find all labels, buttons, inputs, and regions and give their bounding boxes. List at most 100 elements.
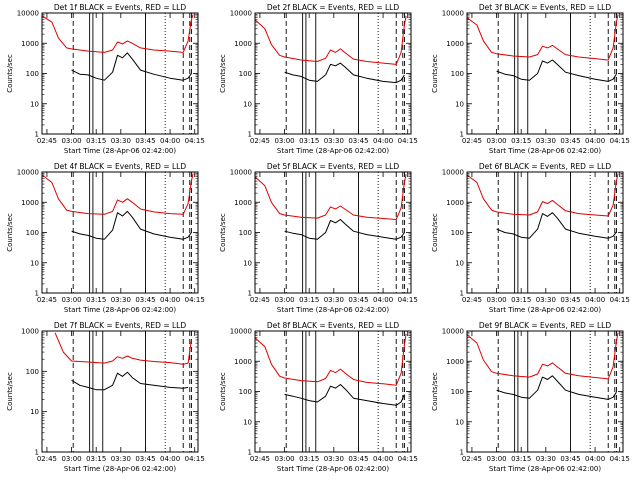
x-tick-label: 04:15: [185, 137, 205, 145]
y-axis-label: Counts/sec: [219, 372, 227, 411]
y-tick-label: 10: [243, 259, 252, 267]
x-tick-label: 04:00: [373, 137, 393, 145]
x-tick-label: 02:45: [250, 296, 270, 304]
y-tick-label: 10: [30, 259, 39, 267]
x-tick-label: 04:00: [160, 455, 180, 463]
y-axis-label: Counts/sec: [219, 54, 227, 93]
chart-title: Det 8f BLACK = Events, RED = LLD: [267, 321, 400, 330]
x-tick-label: 03:45: [135, 137, 155, 145]
chart-title: Det 2f BLACK = Events, RED = LLD: [267, 3, 400, 12]
chart-panel-6: Det 6f BLACK = Events, RED = LLD Counts/s…: [431, 162, 630, 314]
y-tick-label: 1: [460, 131, 464, 139]
series-lld-line: [54, 332, 192, 365]
x-axis-label: Start Time (28-Apr-06 02:42:00): [277, 465, 389, 473]
x-tick-label: 02:45: [250, 137, 270, 145]
plot-frame: [254, 330, 412, 453]
series-lld-line: [254, 174, 407, 220]
x-tick-label: 03:30: [111, 137, 131, 145]
x-tick-label: 04:15: [185, 455, 205, 463]
x-tick-label: 03:15: [86, 137, 106, 145]
plot-frame: [254, 171, 412, 294]
plot-frame: [466, 330, 624, 453]
y-tick-label: 1000: [21, 328, 39, 336]
y-tick-label: 10000: [442, 328, 464, 336]
x-tick-label: 03:30: [111, 455, 131, 463]
y-tick-label: 1: [248, 449, 252, 457]
chart-panel-9: Det 9f BLACK = Events, RED = LLD Counts/s…: [431, 321, 630, 473]
x-tick-label: 03:30: [324, 296, 344, 304]
x-tick-label: 04:00: [585, 455, 605, 463]
y-tick-label: 1: [460, 290, 464, 298]
x-tick-label: 02:45: [37, 455, 57, 463]
x-tick-label: 04:00: [373, 296, 393, 304]
series-events-line: [496, 59, 617, 82]
y-axis-label: Counts/sec: [6, 54, 14, 93]
y-axis-label: Counts/sec: [431, 372, 439, 411]
x-tick-label: 03:45: [348, 137, 368, 145]
y-tick-label: 1000: [446, 358, 464, 366]
y-tick-label: 1000: [234, 358, 252, 366]
x-tick-label: 03:15: [299, 296, 319, 304]
y-tick-label: 1000: [446, 40, 464, 48]
chart-title: Det 6f BLACK = Events, RED = LLD: [479, 162, 612, 171]
y-axis-label: Counts/sec: [219, 213, 227, 252]
series-events-line: [71, 210, 192, 240]
series-lld-line: [254, 333, 407, 386]
x-tick-label: 04:15: [185, 296, 205, 304]
x-tick-label: 04:00: [585, 137, 605, 145]
series-lld-line: [466, 14, 619, 61]
x-tick-label: 03:15: [299, 137, 319, 145]
x-axis-label: Start Time (28-Apr-06 02:42:00): [277, 306, 389, 314]
plot-frame: [466, 12, 624, 135]
y-tick-label: 100: [239, 388, 252, 396]
y-tick-label: 1: [35, 290, 39, 298]
y-tick-label: 10: [243, 100, 252, 108]
x-tick-label: 04:15: [398, 455, 418, 463]
y-axis-label: Counts/sec: [6, 372, 14, 411]
y-axis-label: Counts/sec: [431, 213, 439, 252]
x-tick-label: 03:00: [486, 296, 506, 304]
x-tick-label: 03:00: [486, 137, 506, 145]
x-axis-label: Start Time (28-Apr-06 02:42:00): [64, 465, 176, 473]
plot-frame: [41, 171, 199, 294]
y-tick-label: 10000: [17, 169, 39, 177]
series-lld-line: [466, 332, 619, 380]
x-tick-label: 02:45: [37, 137, 57, 145]
y-tick-label: 10: [30, 408, 39, 416]
chart-title: Det 3f BLACK = Events, RED = LLD: [479, 3, 612, 12]
x-tick-label: 03:30: [324, 137, 344, 145]
series-lld-line: [41, 14, 194, 53]
chart-panel-1: Det 1f BLACK = Events, RED = LLD Counts/s…: [6, 3, 205, 155]
x-tick-label: 03:45: [135, 455, 155, 463]
x-tick-label: 04:00: [373, 455, 393, 463]
x-tick-label: 03:00: [274, 296, 294, 304]
x-tick-label: 02:45: [462, 455, 482, 463]
series-events-line: [284, 219, 405, 240]
y-tick-label: 100: [451, 70, 464, 78]
x-axis-label: Start Time (28-Apr-06 02:42:00): [489, 465, 601, 473]
y-tick-label: 10: [455, 100, 464, 108]
x-tick-label: 03:15: [86, 455, 106, 463]
y-tick-label: 100: [239, 229, 252, 237]
y-tick-label: 10000: [230, 169, 252, 177]
y-tick-label: 1: [35, 131, 39, 139]
x-tick-label: 04:00: [160, 296, 180, 304]
chart-title: Det 5f BLACK = Events, RED = LLD: [267, 162, 400, 171]
y-tick-label: 1: [248, 131, 252, 139]
x-tick-label: 03:45: [560, 455, 580, 463]
x-tick-label: 02:45: [250, 455, 270, 463]
plot-frame: [466, 171, 624, 294]
plot-frame: [41, 12, 199, 135]
x-tick-label: 03:15: [511, 296, 531, 304]
series-lld-line: [466, 173, 619, 217]
chart-panel-7: Det 7f BLACK = Events, RED = LLD Counts/s…: [6, 321, 205, 473]
x-tick-label: 03:00: [486, 455, 506, 463]
x-tick-label: 03:15: [511, 137, 531, 145]
x-tick-label: 03:45: [560, 137, 580, 145]
y-tick-label: 100: [451, 388, 464, 396]
plot-frame: [254, 12, 412, 135]
x-tick-label: 04:15: [610, 296, 630, 304]
x-axis-label: Start Time (28-Apr-06 02:42:00): [64, 147, 176, 155]
y-tick-label: 1000: [21, 199, 39, 207]
